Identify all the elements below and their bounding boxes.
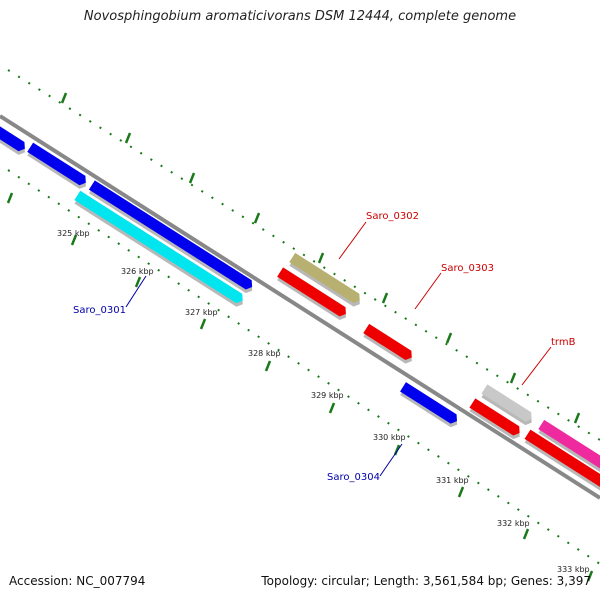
major-tick — [457, 486, 465, 498]
major-tick — [6, 192, 14, 204]
feature-saro-0301[interactable] — [73, 190, 248, 309]
major-tick — [124, 132, 132, 144]
major-tick — [573, 412, 581, 424]
tick-label: 330 kbp — [373, 433, 406, 442]
feature-reverse[interactable] — [523, 429, 600, 494]
map-title: Novosphingobium aromaticivorans DSM 1244… — [83, 9, 517, 24]
tick-label: 327 kbp — [185, 308, 218, 317]
tick-label: 333 kbp — [557, 565, 590, 574]
feature-trmb[interactable] — [480, 384, 536, 427]
major-tick — [188, 172, 196, 184]
accession-text: Accession: NC_007794 — [9, 574, 146, 588]
major-tick — [317, 252, 325, 264]
inner-scale-ring — [7, 169, 600, 565]
feature-forward[interactable] — [0, 122, 30, 157]
feature-saro-0303[interactable] — [362, 323, 417, 366]
tick-label: 328 kbp — [248, 349, 281, 358]
major-tick — [253, 212, 261, 224]
major-tick — [509, 372, 517, 384]
topology-text: Topology: circular; Length: 3,561,584 bp… — [261, 574, 591, 588]
major-tick — [586, 570, 594, 582]
tick-label: 326 kbp — [121, 267, 154, 276]
leader-line — [379, 443, 403, 477]
feature-forward[interactable] — [87, 180, 256, 295]
major-ticks — [6, 92, 594, 582]
leader-line — [338, 221, 367, 260]
outer-scale-ring — [7, 69, 600, 441]
leader-line — [414, 272, 442, 310]
gene-label-saro-0301[interactable]: Saro_0301 — [73, 305, 126, 316]
backbone-line — [0, 114, 600, 500]
feature-saro-0304[interactable] — [398, 382, 461, 429]
tick-label: 332 kbp — [497, 519, 530, 528]
gene-label-saro-0302[interactable]: Saro_0302 — [366, 211, 419, 222]
feature-forward[interactable] — [26, 142, 91, 191]
major-tick — [199, 318, 207, 330]
major-tick — [328, 402, 336, 414]
leader-line — [125, 275, 147, 308]
major-tick — [264, 360, 272, 372]
tick-label: 331 kbp — [436, 476, 469, 485]
gene-label-trmb[interactable]: trmB — [551, 337, 576, 348]
major-tick — [522, 528, 530, 540]
feature-reverse[interactable] — [276, 267, 351, 322]
tick-label: 325 kbp — [57, 229, 90, 238]
tick-label: 329 kbp — [311, 391, 344, 400]
gene-label-saro-0304[interactable]: Saro_0304 — [327, 472, 380, 483]
gene-label-saro-0303[interactable]: Saro_0303 — [441, 263, 494, 274]
major-tick — [445, 332, 453, 344]
feature-saro-0302[interactable] — [288, 252, 365, 309]
feature-forward[interactable] — [537, 419, 600, 476]
feature-reverse[interactable] — [468, 398, 524, 441]
major-tick — [134, 276, 142, 288]
major-tick — [381, 292, 389, 304]
major-tick — [60, 92, 68, 104]
major-tick — [70, 234, 78, 246]
leader-line — [521, 346, 552, 386]
